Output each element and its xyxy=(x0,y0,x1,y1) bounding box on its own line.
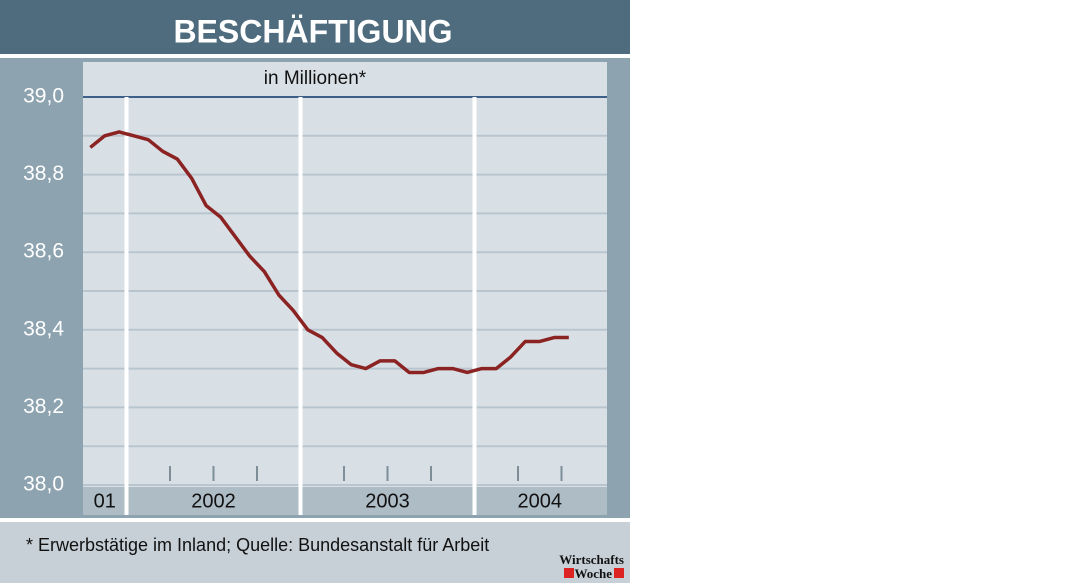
x-band xyxy=(83,487,607,515)
footer xyxy=(0,522,630,583)
title-bar xyxy=(0,0,630,54)
footnote: * Erwerbstätige im Inland; Quelle: Bunde… xyxy=(26,535,489,555)
x-period-label: 2002 xyxy=(191,490,236,512)
x-period-label: 2004 xyxy=(518,490,563,512)
y-tick-label: 38,0 xyxy=(23,473,64,496)
y-tick-label: 38,6 xyxy=(23,240,64,263)
logo: Wirtschafts xyxy=(559,552,624,567)
x-period-label: 01 xyxy=(94,490,116,512)
logo: Woche xyxy=(574,566,612,581)
line xyxy=(89,130,569,375)
y-tick-label: 38,2 xyxy=(23,395,64,418)
logo-mark xyxy=(564,568,574,578)
x-period-label: 2003 xyxy=(365,490,410,512)
logo-mark xyxy=(614,568,624,578)
chart-subtitle: in Millionen* xyxy=(264,68,367,89)
plot-area xyxy=(83,62,607,487)
y-tick-label: 38,4 xyxy=(23,317,64,340)
y-tick-label: 38,8 xyxy=(23,162,64,185)
chart-title: BESCHÄFTIGUNG xyxy=(173,13,452,49)
y-tick-label: 39,0 xyxy=(23,85,64,108)
